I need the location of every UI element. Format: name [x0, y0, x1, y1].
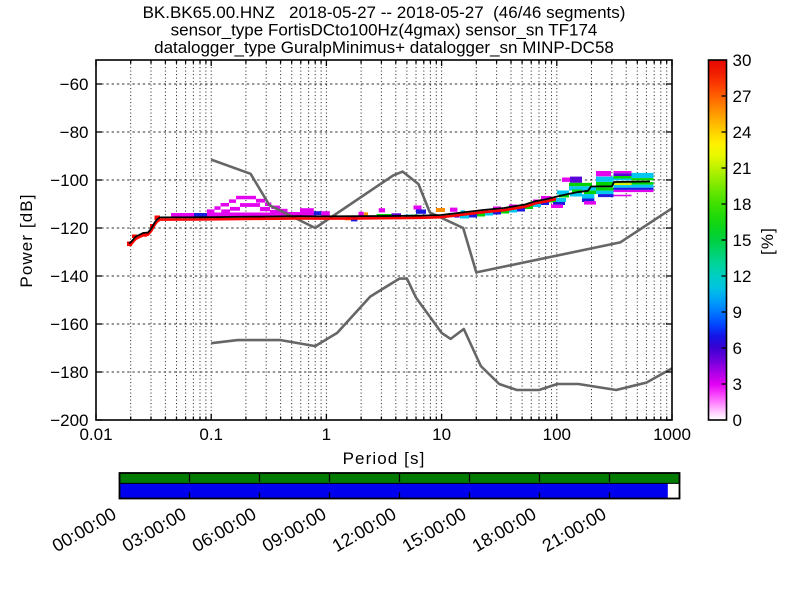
- svg-text:[%]: [%]: [758, 227, 777, 255]
- svg-text:−120: −120: [50, 219, 88, 238]
- svg-text:3: 3: [733, 375, 742, 394]
- svg-text:1: 1: [322, 425, 331, 444]
- svg-text:6: 6: [733, 339, 742, 358]
- svg-text:0.01: 0.01: [79, 425, 112, 444]
- svg-text:15: 15: [733, 231, 752, 250]
- svg-text:−160: −160: [50, 315, 88, 334]
- svg-text:0.1: 0.1: [199, 425, 223, 444]
- svg-text:9: 9: [733, 303, 742, 322]
- svg-text:sensor_type FortisDCto100Hz(4g: sensor_type FortisDCto100Hz(4gmax) senso…: [171, 20, 598, 39]
- svg-text:Period [s]: Period [s]: [343, 449, 426, 468]
- svg-text:−200: −200: [50, 411, 88, 430]
- svg-text:12: 12: [733, 267, 752, 286]
- svg-text:27: 27: [733, 87, 752, 106]
- svg-text:datalogger_type GuralpMinimus+: datalogger_type GuralpMinimus+ datalogge…: [154, 38, 614, 57]
- svg-text:18: 18: [733, 195, 752, 214]
- svg-text:10: 10: [432, 425, 451, 444]
- svg-text:Power [dB]: Power [dB]: [17, 193, 36, 287]
- svg-text:−180: −180: [50, 363, 88, 382]
- svg-text:21: 21: [733, 159, 752, 178]
- svg-text:BK.BK65.00.HNZ 2018-05-27 --: BK.BK65.00.HNZ 2018-05-27 -- 2018-05-27 …: [143, 3, 626, 22]
- svg-text:24: 24: [733, 123, 752, 142]
- svg-text:100: 100: [543, 425, 571, 444]
- svg-text:1000: 1000: [653, 425, 691, 444]
- svg-text:0: 0: [733, 411, 742, 430]
- svg-text:−80: −80: [60, 123, 89, 142]
- svg-text:−100: −100: [50, 171, 88, 190]
- svg-text:−60: −60: [60, 75, 89, 94]
- svg-text:−140: −140: [50, 267, 88, 286]
- svg-text:30: 30: [733, 51, 752, 70]
